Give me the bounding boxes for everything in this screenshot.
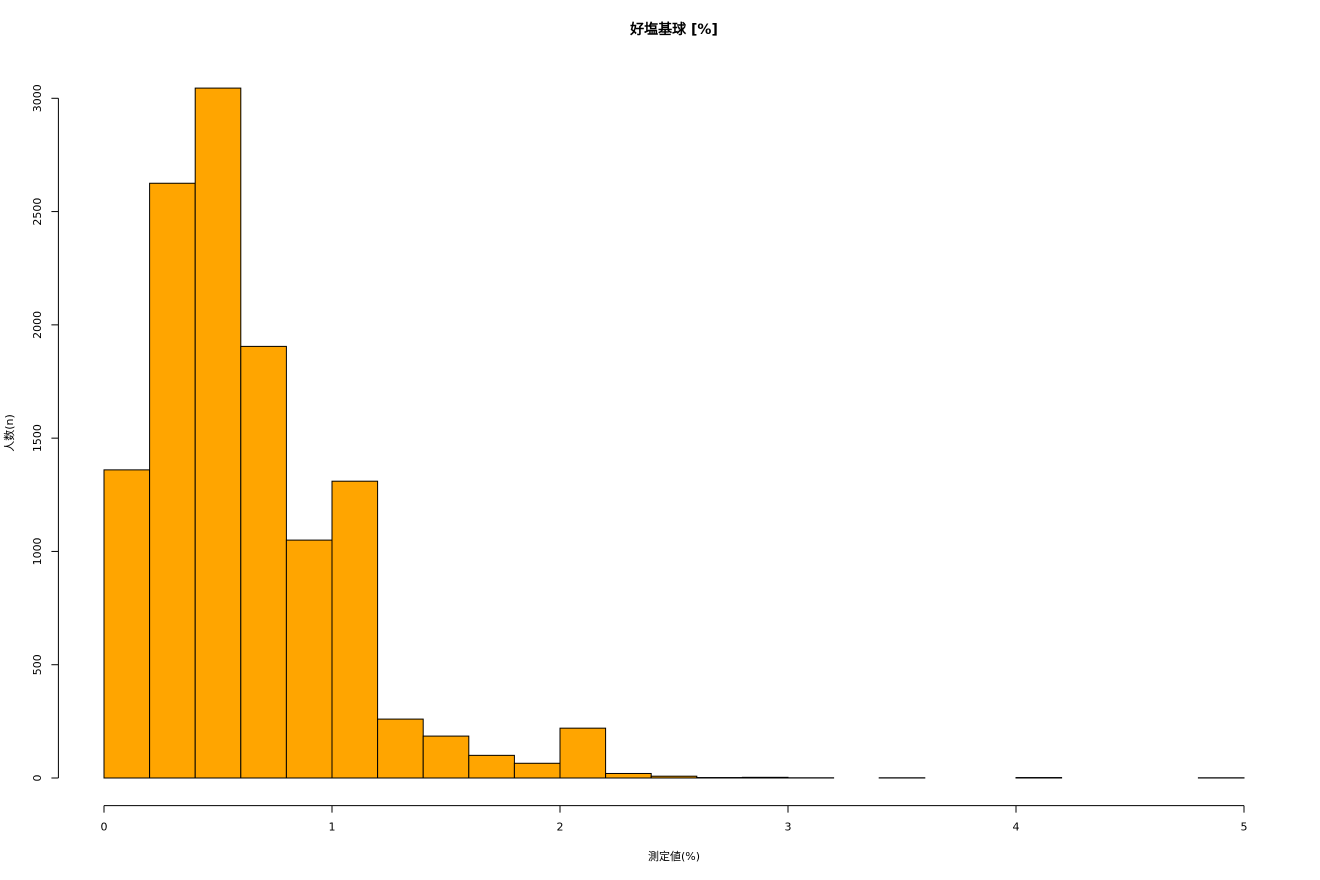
bar — [194, 87, 242, 779]
bar — [331, 480, 379, 779]
bar — [285, 539, 333, 779]
x-tick-label: 3 — [785, 821, 792, 834]
bar — [240, 345, 287, 779]
y-axis-label: 人数(n) — [3, 414, 16, 452]
y-tick-label: 2000 — [31, 311, 44, 339]
y-tick-label: 1500 — [31, 424, 44, 452]
bar — [513, 762, 561, 779]
bar — [605, 772, 652, 779]
x-tick-label: 4 — [1013, 821, 1020, 834]
bar — [468, 754, 515, 779]
x-axis-label: 測定値(%) — [648, 849, 700, 863]
bar — [422, 735, 470, 779]
bar — [559, 727, 607, 779]
y-tick-label: 2500 — [31, 198, 44, 226]
bar — [741, 776, 789, 779]
y-tick-label: 1000 — [31, 537, 44, 565]
x-tick-label: 2 — [557, 821, 564, 834]
y-tick-label: 3000 — [31, 84, 44, 112]
y-tick-label: 500 — [31, 654, 44, 675]
bar — [650, 775, 698, 779]
chart-title: 好塩基球 [%] — [629, 21, 718, 38]
x-tick-label: 0 — [101, 821, 108, 834]
bar — [377, 718, 424, 779]
x-tick-label: 5 — [1241, 821, 1248, 834]
bar — [103, 469, 151, 779]
x-tick-label: 1 — [329, 821, 336, 834]
y-tick-label: 0 — [31, 775, 44, 782]
bar — [149, 182, 196, 779]
